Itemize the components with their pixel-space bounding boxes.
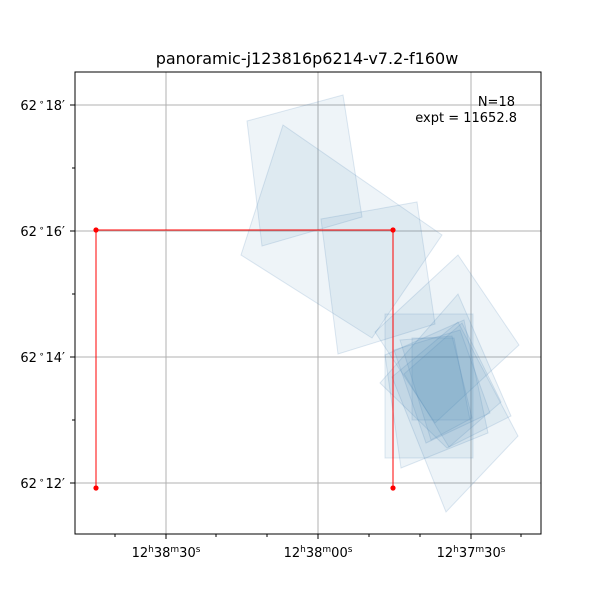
footprint-10 [393,329,491,444]
footprint-4 [384,313,474,459]
x-tick-labels: 12h38m30s 12h38m00s 12h37m30s [132,545,506,561]
footprint-11 [399,335,473,441]
x-tick-label-2: 12h37m30s [437,545,506,561]
footprint-5 [379,293,512,449]
y-tick-label-2: 62 ∘14′ [20,350,65,366]
y-tick-label-1: 62 ∘16′ [20,224,65,240]
pointing-path-point-1 [390,227,396,233]
exposure-footprints [240,94,520,513]
footprint-8 [403,322,502,448]
pointing-path-point-3 [93,485,99,491]
grid [75,72,541,534]
footprint-0 [246,94,363,247]
pointing-path [93,227,396,491]
axis-ticks [70,104,522,539]
exposure-count-label: N=18 [478,95,515,110]
y-tick-labels: 62 ∘18′ 62 ∘16′ 62 ∘14′ 62 ∘12′ [20,98,65,492]
pointing-path-point-2 [390,485,396,491]
pointing-path-point-0 [93,227,99,233]
chart-title: panoramic-j123816p6214-v7.2-f160w [156,49,459,68]
x-tick-label-1: 12h38m00s [284,545,353,561]
footprint-3 [374,254,520,424]
footprint-9 [411,337,471,421]
footprint-7 [391,321,519,513]
footprint-1 [240,124,443,339]
x-tick-label-0: 12h38m30s [132,545,201,561]
plot-frame [74,71,542,535]
y-tick-label-0: 62 ∘18′ [20,98,65,114]
exposure-time-label: expt = 11652.8 [415,111,517,126]
footprint-6 [384,319,489,469]
footprint-2 [320,201,436,355]
y-tick-label-3: 62 ∘12′ [20,476,65,492]
pointing-path-line [95,229,394,488]
